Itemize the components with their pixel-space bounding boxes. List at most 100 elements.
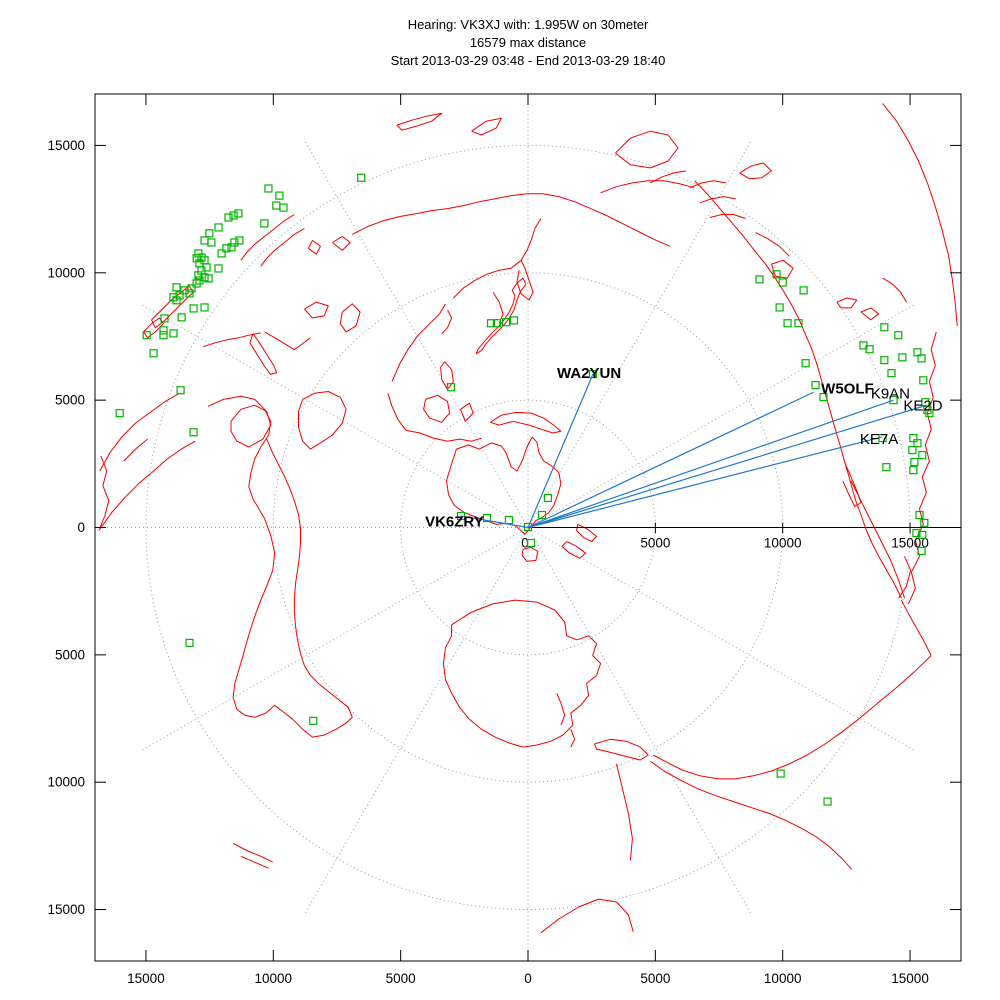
spot-marker <box>217 249 226 258</box>
propagation-path-k9an <box>527 399 894 529</box>
spot-marker <box>185 638 194 647</box>
spot-marker <box>504 516 513 525</box>
propagation-path-ke2d <box>527 404 927 529</box>
spot-marker <box>925 409 934 418</box>
coastline-mexico <box>850 480 905 599</box>
spot-marker <box>177 313 186 322</box>
polar-radial-line <box>527 527 915 751</box>
spot-marker <box>887 369 896 378</box>
spot-marker <box>446 383 456 392</box>
spot-marker <box>115 409 124 418</box>
coastline-ireland <box>143 317 164 339</box>
spot-marker <box>214 264 223 273</box>
x-axis-tick-label: 15000 <box>891 971 929 986</box>
coastline-great-lakes-3 <box>882 277 907 303</box>
spot-marker <box>588 370 598 379</box>
coastline-na-west-coast <box>694 180 902 599</box>
spot-marker <box>783 319 792 328</box>
coastline-argentina-coast <box>650 760 853 870</box>
coastline-siberia-coast <box>352 193 671 247</box>
coastline-us-east-coast <box>908 331 937 605</box>
spot-marker <box>189 428 198 437</box>
coastline-aleutians <box>600 180 694 194</box>
coastline-greece-turkey <box>264 331 311 351</box>
spot-marker <box>778 278 787 287</box>
y-axis-tick-label: 0 <box>77 520 85 535</box>
spot-marker <box>811 381 820 390</box>
coastline-britain <box>151 285 194 329</box>
polar-radial-line <box>304 527 529 914</box>
spot-marker <box>227 243 236 252</box>
spot-marker <box>185 289 194 298</box>
coastlines <box>98 103 958 934</box>
polar-axis-tick-label: 10000 <box>764 536 802 551</box>
spot-marker <box>501 318 511 327</box>
spot-marker <box>918 530 927 539</box>
coastline-tierra-del-fuego <box>594 738 649 761</box>
station-label-wa2yun: WA2YUN <box>557 365 621 382</box>
spot-marker <box>865 345 874 354</box>
polar-axis-tick-label: 0 <box>521 536 529 551</box>
coastline-korea <box>441 309 453 335</box>
spot-marker <box>149 349 158 358</box>
station-label-k9an: K9AN <box>871 385 910 402</box>
spot-marker <box>919 376 928 385</box>
coastline-antarctica <box>442 599 602 748</box>
spot-marker <box>214 223 223 232</box>
spot-marker <box>882 463 891 472</box>
propagation-path-vk6zry <box>460 515 529 529</box>
coastline-chile-tail <box>615 763 633 861</box>
spot-marker <box>880 323 889 332</box>
coastline-italy <box>249 333 278 375</box>
spot-marker <box>222 244 231 253</box>
chart-title-line1: Hearing: VK3XJ with: 1.995W on 30meter <box>407 17 649 32</box>
x-axis-tick-label: 5000 <box>640 971 670 986</box>
propagation-paths <box>460 373 927 529</box>
coastline-caspian <box>339 303 361 333</box>
coastline-africa <box>207 395 353 738</box>
coastline-arctic-canada-5 <box>739 162 772 180</box>
spot-marker <box>880 356 889 365</box>
spot-marker <box>357 173 366 182</box>
spot-marker <box>272 201 281 210</box>
spot-marker <box>482 513 492 523</box>
spot-marker <box>192 279 201 288</box>
spot-marker <box>894 331 903 340</box>
coastline-greenland <box>615 130 679 169</box>
coastline-china-coast <box>391 303 446 382</box>
spot-marker <box>913 439 922 448</box>
coastline-java-chain <box>405 429 482 442</box>
chart-title-line2: 16579 max distance <box>469 35 587 50</box>
coastline-left-edge-coast <box>99 455 110 529</box>
spot-marker <box>910 457 919 467</box>
coastline-great-lakes-2 <box>860 307 880 321</box>
spot-marker <box>279 203 288 212</box>
coastline-atlantic-arc <box>882 103 958 326</box>
propagation-path-wa2yun <box>527 373 594 528</box>
spot-marker <box>917 546 926 556</box>
coastline-peninsula-2 <box>570 729 576 748</box>
spot-marker <box>799 286 808 295</box>
spot-marker <box>918 451 927 460</box>
station-label-ke2d: KE2D <box>903 397 942 414</box>
coastline-black-sea <box>304 301 329 319</box>
propagation-path-ke7a <box>527 436 882 529</box>
polar-axis-tick-label: 15000 <box>891 536 929 551</box>
polar-r-axis: 0 5000 10000 15000 <box>521 522 961 551</box>
spot-marker <box>915 510 924 520</box>
y-axis-tick-label: 5000 <box>55 393 85 408</box>
coastline-new-guinea <box>490 411 562 434</box>
spot-marker <box>794 319 803 328</box>
coastline-south-bits-1 <box>232 842 274 863</box>
coastline-south-bits-2 <box>240 855 269 869</box>
spot-marker <box>776 769 785 778</box>
spot-marker <box>229 211 238 220</box>
coastline-sulawesi <box>460 402 474 422</box>
chart-title-line3: Start 2013-03-29 03:48 - End 2013-03-29 … <box>390 53 666 68</box>
spot-marker <box>200 236 209 245</box>
x-axis-tick-label: 10000 <box>764 971 802 986</box>
coastline-scandinavia-2 <box>260 228 305 267</box>
coastline-scandinavia-1 <box>240 214 295 261</box>
